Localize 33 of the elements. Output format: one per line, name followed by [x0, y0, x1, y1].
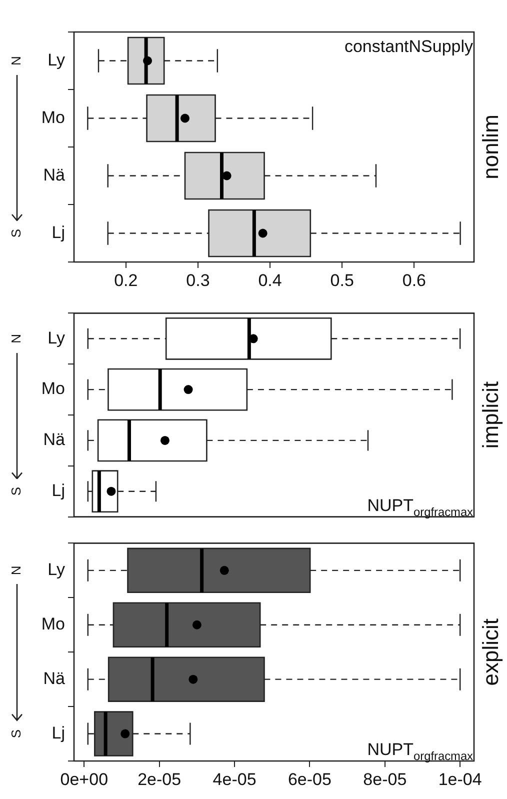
- y-tick-label: Ly: [48, 50, 66, 70]
- text: N: [8, 566, 24, 576]
- x-tick-label: 0.5: [330, 270, 354, 290]
- y-tick-label: Nä: [43, 165, 66, 184]
- y-tick-label: Mo: [41, 379, 65, 398]
- x-tick-label: 0.4: [258, 270, 282, 290]
- text: S: [8, 486, 24, 496]
- y-tick-label: Ly: [48, 560, 66, 580]
- y-tick-label: Lj: [52, 481, 65, 500]
- text: N: [8, 334, 24, 344]
- x-tick-label: 6e-05: [288, 770, 332, 789]
- x-tick-label: 2e-05: [138, 770, 182, 789]
- y-tick-label: Nä: [43, 669, 66, 688]
- y-tick-label: Mo: [41, 614, 65, 634]
- x-tick-label: 0.2: [114, 270, 138, 290]
- y-tick-label: Lj: [52, 723, 65, 742]
- y-tick-label: Mo: [41, 108, 65, 127]
- x-tick-label: 0e+00: [60, 770, 108, 789]
- text: S: [8, 228, 24, 238]
- text: implicit: [478, 381, 504, 449]
- annotation: constantNSupply: [344, 37, 474, 56]
- text: explicit: [478, 618, 504, 686]
- x-tick-label: 4e-05: [212, 770, 256, 789]
- text: S: [8, 729, 24, 738]
- x-tick-label: 0.6: [402, 270, 426, 290]
- text: N: [8, 56, 24, 66]
- y-tick-label: Ly: [48, 328, 66, 348]
- x-tick-label: 1e-04: [438, 770, 482, 789]
- y-tick-label: Nä: [43, 430, 66, 450]
- x-tick-label: 8e-05: [363, 770, 407, 789]
- x-tick-label: 0.3: [186, 270, 210, 290]
- y-tick-label: Lj: [52, 222, 65, 242]
- text: nonlim: [478, 114, 504, 180]
